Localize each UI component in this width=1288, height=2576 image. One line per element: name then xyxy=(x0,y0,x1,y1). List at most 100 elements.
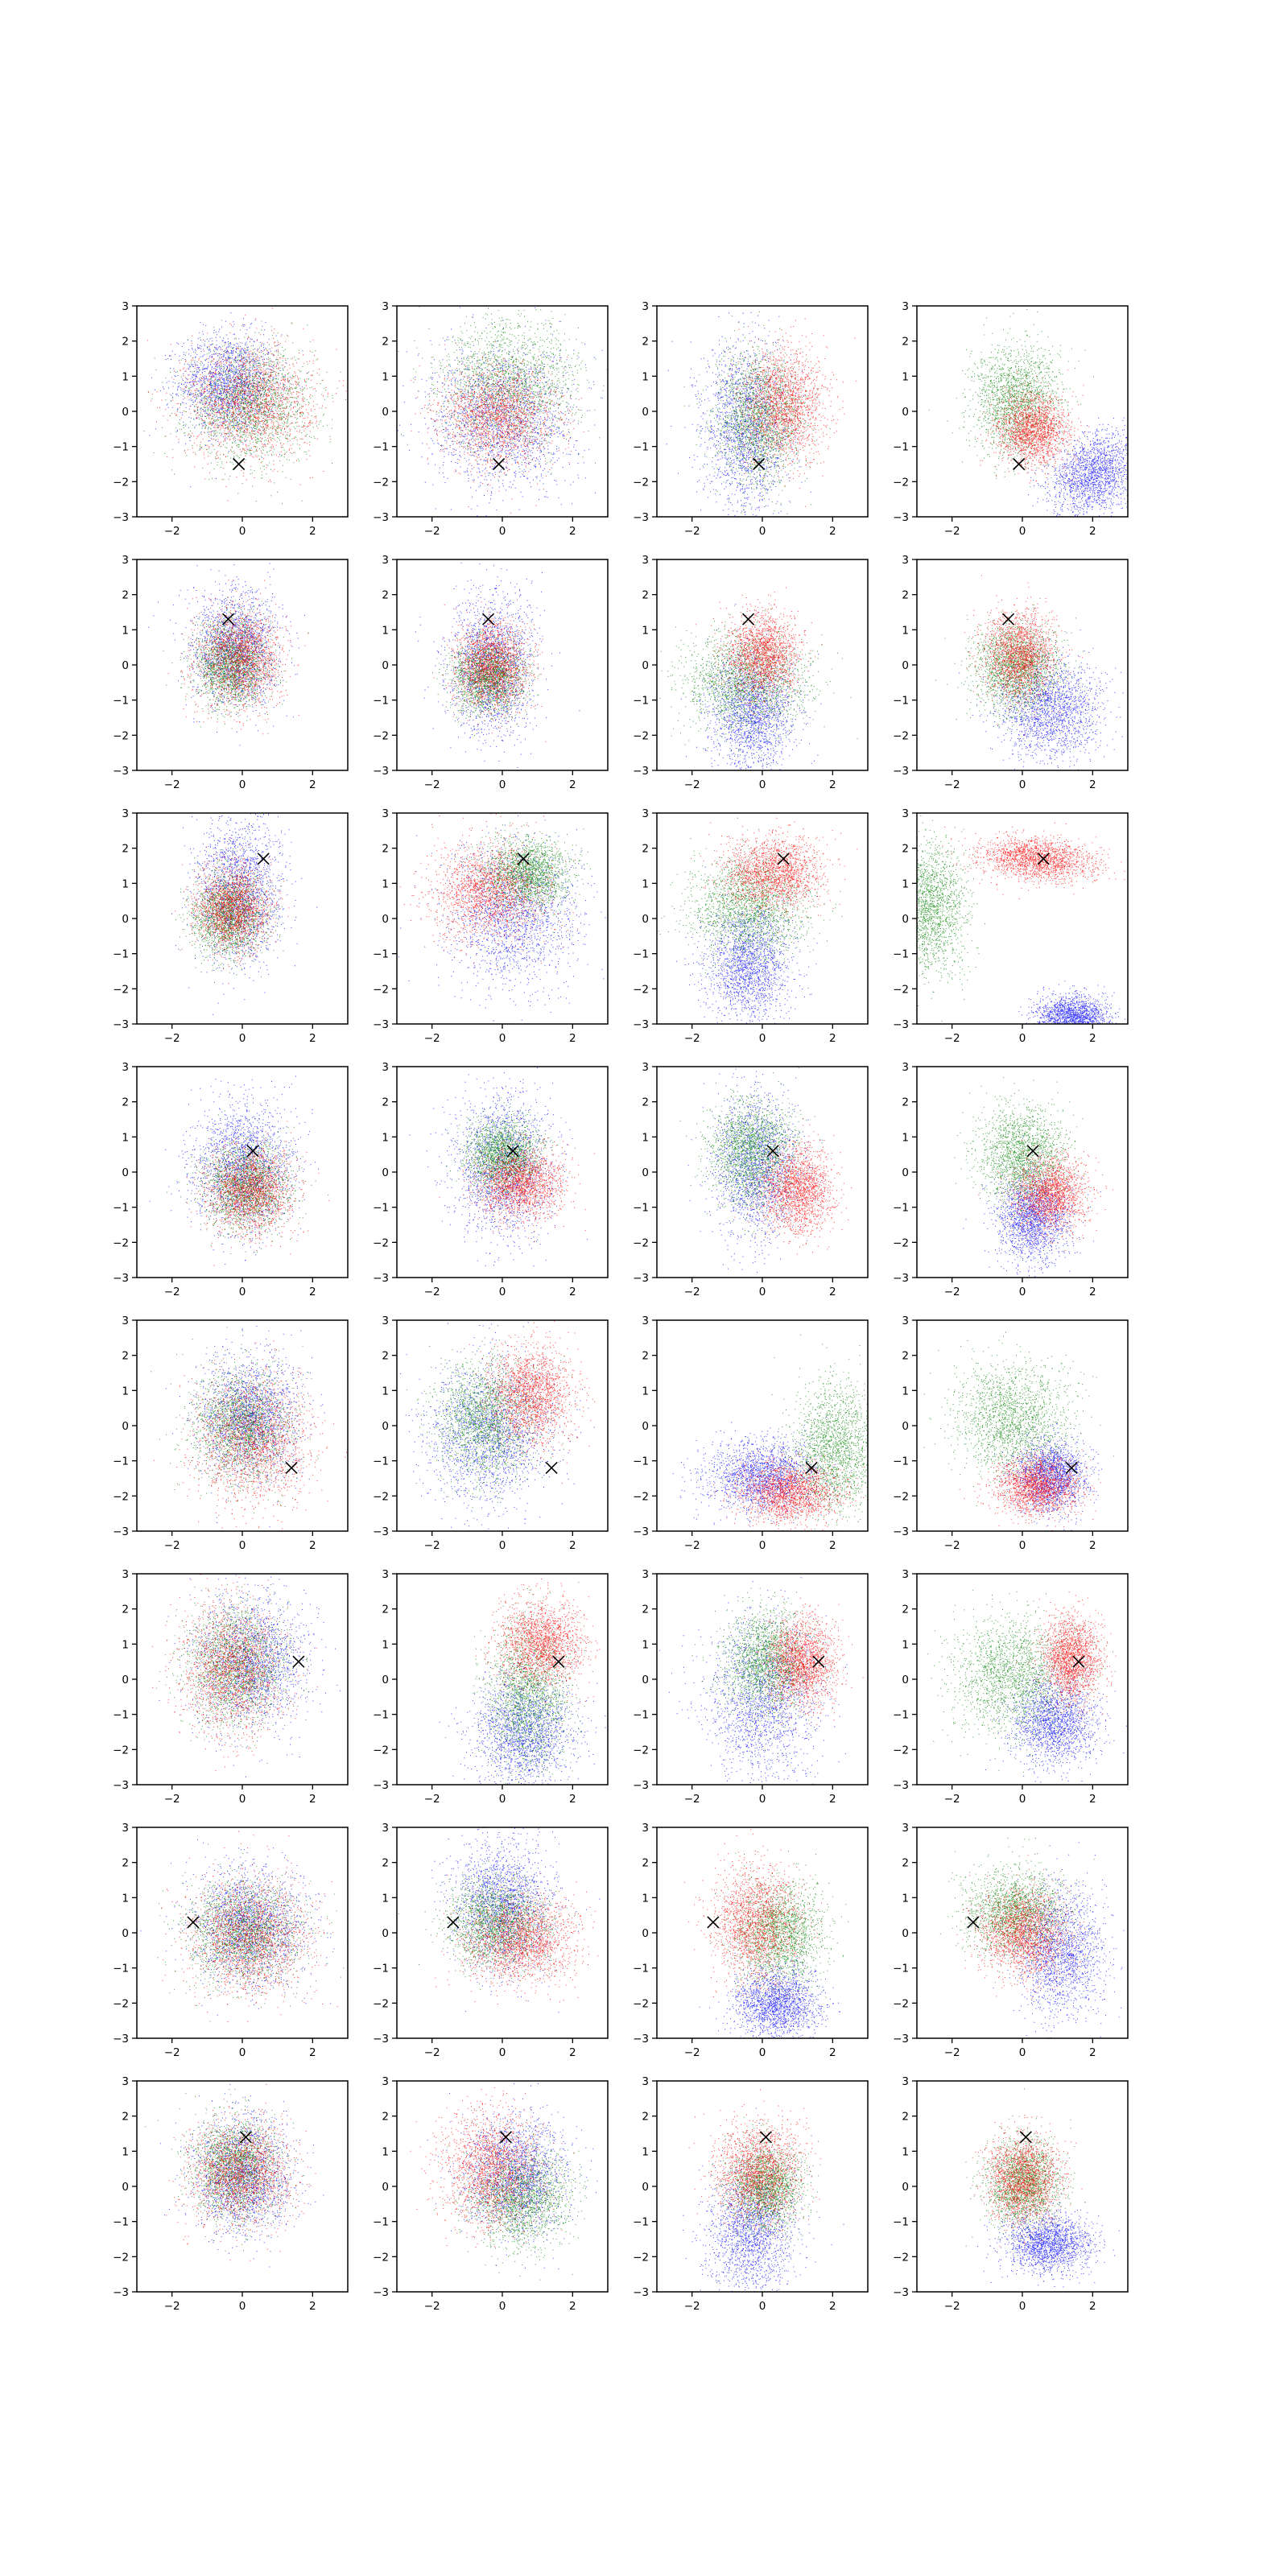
x-tick-label: 0 xyxy=(499,2046,506,2059)
axes-frame xyxy=(917,1574,1128,1785)
scatter-points xyxy=(658,818,843,992)
point-cloud xyxy=(684,1829,848,2040)
axes-frame xyxy=(397,1574,608,1785)
y-tick-label: 0 xyxy=(122,1674,129,1686)
y-tick-label: −2 xyxy=(373,1744,389,1757)
x-tick-label: 0 xyxy=(1019,1286,1026,1298)
x-tick-label: 0 xyxy=(1019,1539,1026,1552)
y-tick-label: −2 xyxy=(633,1744,649,1757)
x-tick-label: −2 xyxy=(944,1793,960,1806)
x-tick-label: 2 xyxy=(309,1032,316,1045)
y-tick-label: 0 xyxy=(382,913,389,926)
y-tick-label: −1 xyxy=(633,2216,649,2229)
y-tick-label: 1 xyxy=(382,1892,389,1905)
scatter-series xyxy=(415,563,580,768)
scatter-points xyxy=(923,1332,1114,1506)
point-cloud xyxy=(145,2084,324,2268)
point-cloud xyxy=(144,308,347,505)
y-tick-label: 1 xyxy=(122,1131,129,1144)
y-tick-label: −2 xyxy=(633,476,649,489)
x-tick-label: 2 xyxy=(309,2046,316,2059)
y-tick-label: −3 xyxy=(893,1018,909,1031)
y-tick-label: 2 xyxy=(902,2111,909,2124)
x-tick-label: −2 xyxy=(164,778,180,791)
y-tick-label: −3 xyxy=(893,511,909,524)
y-tick-label: −2 xyxy=(633,1236,649,1249)
y-tick-label: 0 xyxy=(382,1166,389,1179)
x-tick-label: 2 xyxy=(829,2300,836,2313)
y-tick-label: −2 xyxy=(113,1997,129,2010)
scatter-series xyxy=(915,815,985,1022)
scatter-points xyxy=(954,1077,1103,1242)
y-tick-label: −1 xyxy=(633,441,649,454)
scatter-series xyxy=(166,1326,325,1527)
scatter-points xyxy=(396,305,609,481)
y-tick-label: −1 xyxy=(373,2216,389,2229)
y-tick-label: 1 xyxy=(122,1385,129,1397)
y-tick-label: 1 xyxy=(382,624,389,637)
x-tick-label: 2 xyxy=(829,778,836,791)
y-tick-label: −3 xyxy=(373,1272,389,1285)
scatter-points xyxy=(476,1579,600,1724)
y-tick-label: 1 xyxy=(382,370,389,383)
y-tick-label: −2 xyxy=(893,476,909,489)
scatter-series xyxy=(396,305,609,481)
axes-frame xyxy=(917,813,1128,1024)
x-tick-label: 0 xyxy=(1019,525,1026,538)
y-tick-label: −3 xyxy=(113,1272,129,1285)
y-tick-label: −2 xyxy=(113,476,129,489)
scatter-series xyxy=(964,575,1083,735)
point-cloud xyxy=(152,1574,341,1777)
y-tick-label: −2 xyxy=(633,729,649,742)
x-tick-label: 0 xyxy=(759,2300,766,2313)
y-tick-label: 2 xyxy=(122,589,129,602)
y-tick-label: 2 xyxy=(642,589,649,602)
y-tick-label: −3 xyxy=(113,765,129,778)
scatter-series xyxy=(667,312,811,519)
y-tick-label: −2 xyxy=(113,983,129,996)
y-tick-label: −1 xyxy=(373,1709,389,1722)
x-tick-label: −2 xyxy=(684,1032,700,1045)
x-tick-label: −2 xyxy=(944,2046,960,2059)
x-marker xyxy=(493,459,505,470)
y-tick-label: −3 xyxy=(893,765,909,778)
x-marker xyxy=(1013,459,1025,470)
y-tick-label: 1 xyxy=(382,877,389,890)
y-tick-label: 2 xyxy=(642,1857,649,1870)
x-tick-label: 0 xyxy=(1019,2046,1026,2059)
y-tick-label: 0 xyxy=(902,1927,909,1940)
y-tick-label: 3 xyxy=(382,807,389,820)
x-tick-label: 0 xyxy=(239,525,246,538)
x-tick-label: 0 xyxy=(759,1032,766,1045)
scatter-series xyxy=(175,840,284,983)
y-tick-label: −3 xyxy=(633,1525,649,1538)
y-tick-label: 1 xyxy=(902,370,909,383)
y-tick-label: −3 xyxy=(633,511,649,524)
x-tick-label: 2 xyxy=(1089,1032,1096,1045)
point-cloud xyxy=(929,309,1130,519)
scatter-series xyxy=(407,1325,572,1519)
x-tick-label: 0 xyxy=(1019,2300,1026,2313)
scatter-points xyxy=(434,2110,591,2281)
y-tick-label: 3 xyxy=(122,300,129,313)
scatter-points xyxy=(916,1590,1116,1773)
scatter-points xyxy=(738,1596,864,1730)
y-tick-label: 0 xyxy=(902,2181,909,2194)
y-tick-label: 1 xyxy=(642,624,649,637)
y-tick-label: 1 xyxy=(382,1131,389,1144)
point-cloud xyxy=(150,1076,330,1266)
y-tick-label: −3 xyxy=(633,1018,649,1031)
axes-frame xyxy=(137,306,348,517)
y-tick-label: 2 xyxy=(902,1350,909,1363)
